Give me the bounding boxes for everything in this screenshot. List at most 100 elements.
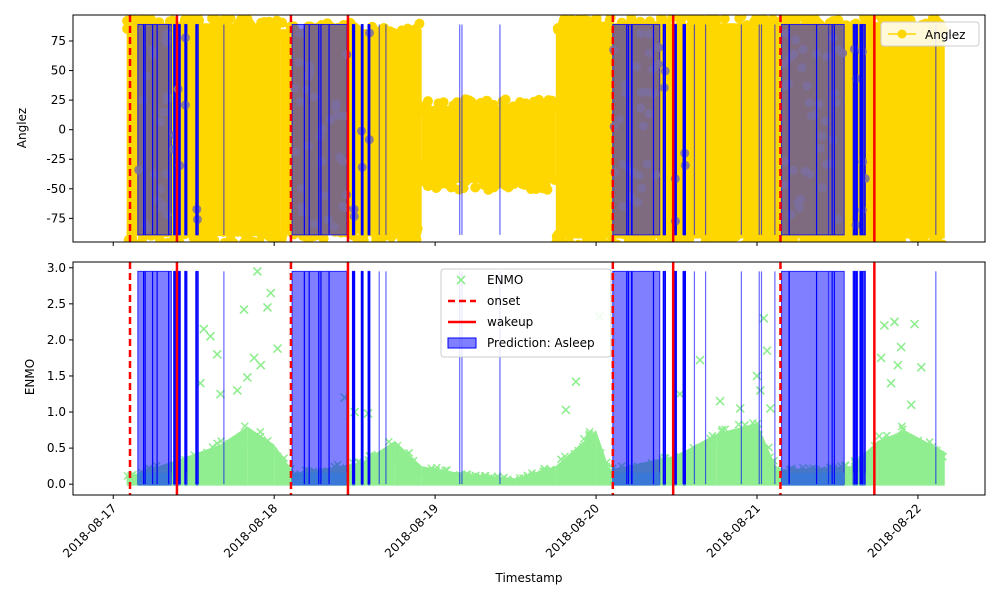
legend-label-onset: onset: [487, 294, 521, 308]
enmo-point: [224, 447, 233, 456]
enmo-point: [914, 438, 923, 447]
enmo-point: [717, 438, 726, 447]
enmo-point: [272, 343, 283, 354]
enmo-point: [554, 466, 563, 475]
anglez-point: [560, 15, 571, 26]
anglez-point: [927, 238, 937, 242]
anglez-point-asleep: [826, 158, 836, 168]
legend-marker-enmo: [456, 275, 466, 285]
anglez-point: [557, 238, 568, 242]
anglez-point: [932, 229, 943, 240]
anglez-point-asleep: [161, 35, 171, 45]
anglez-point-asleep: [648, 64, 658, 74]
enmo-point: [232, 385, 242, 395]
anglez-point: [461, 175, 472, 186]
enmo-point: [886, 378, 896, 388]
enmo-point: [897, 422, 906, 431]
anglez-point: [553, 24, 564, 35]
anglez-point-asleep: [632, 62, 642, 72]
anglez-point-asleep: [614, 115, 624, 125]
enmo-point: [755, 385, 765, 395]
enmo-point: [242, 372, 252, 382]
enmo-point: [243, 439, 252, 448]
anglez-point: [123, 234, 134, 242]
anglez-point: [734, 15, 745, 24]
enmo-point: [499, 473, 509, 482]
anglez-point: [201, 225, 212, 236]
enmo-point: [252, 443, 261, 452]
anglez-point-asleep: [817, 131, 827, 141]
anglez-point-asleep: [341, 190, 351, 200]
asleep-span: [137, 270, 172, 485]
enmo-point: [765, 453, 775, 462]
anglez-point: [574, 239, 583, 242]
enmo-point: [187, 458, 196, 468]
enmo-frame: [72, 261, 986, 496]
anglez-point-asleep: [339, 111, 349, 121]
y-tick-label-enmo: 2.5: [47, 297, 66, 311]
legend-label-enmo: ENMO: [487, 273, 523, 287]
anglez-point: [938, 239, 947, 242]
anglez-point: [470, 158, 481, 169]
anglez-point: [666, 236, 677, 242]
anglez-point-asleep: [290, 83, 300, 93]
enmo-point: [896, 342, 906, 352]
anglez-point-asleep: [820, 116, 830, 126]
enmo-point: [256, 427, 265, 436]
enmo-data-band: [877, 430, 905, 486]
legend-label-wakeup: wakeup: [487, 315, 533, 329]
enmo-point: [266, 288, 276, 298]
x-tick-label: 2018-08-20: [543, 501, 602, 560]
anglez-point-asleep: [636, 29, 646, 39]
anglez-point-asleep: [654, 42, 664, 52]
anglez-point: [493, 126, 504, 137]
enmo-point: [480, 473, 489, 482]
enmo-point: [925, 438, 934, 447]
enmo-point: [211, 450, 220, 459]
anglez-point: [530, 96, 541, 107]
anglez-plot-area: [122, 15, 949, 242]
anglez-point: [601, 239, 611, 242]
anglez-point: [676, 15, 687, 24]
x-axis-title: Timestamp: [495, 571, 563, 585]
anglez-point: [589, 227, 600, 238]
anglez-point: [881, 234, 892, 242]
anglez-point-asleep: [789, 49, 799, 59]
anglez-point-asleep: [822, 51, 832, 61]
enmo-point: [571, 377, 581, 387]
anglez-point-asleep: [642, 159, 652, 169]
anglez-point: [698, 17, 709, 28]
enmo-point: [539, 467, 548, 476]
anglez-point: [749, 16, 760, 27]
enmo-point: [910, 445, 919, 454]
y-tick-label-enmo: 0.0: [47, 477, 66, 491]
anglez-point-asleep: [644, 109, 654, 119]
enmo-point: [224, 439, 234, 448]
anglez-point: [658, 16, 669, 27]
anglez-point: [706, 15, 717, 23]
anglez-point: [254, 236, 265, 242]
enmo-point: [394, 450, 403, 459]
y-tick-label-enmo: 1.5: [47, 369, 66, 383]
enmo-data-band-asleep: [663, 472, 666, 486]
anglez-point-asleep: [831, 98, 841, 108]
enmo-point: [916, 362, 926, 372]
anglez-point: [918, 237, 929, 242]
y-tick-label-anglez: -50: [46, 182, 66, 196]
enmo-point: [532, 469, 541, 479]
enmo-point: [523, 471, 532, 480]
enmo-point: [213, 439, 222, 448]
anglez-point: [386, 231, 397, 242]
anglez-point: [847, 234, 858, 242]
anglez-point: [277, 229, 288, 240]
anglez-point: [225, 225, 236, 236]
enmo-point: [215, 389, 226, 399]
enmo-point: [240, 422, 249, 431]
anglez-point: [441, 105, 452, 116]
anglez-point: [526, 184, 537, 195]
anglez-point: [455, 164, 466, 175]
anglez-point-asleep: [149, 169, 159, 179]
y-axis-title-anglez: Anglez: [15, 108, 29, 148]
legend-anglez: Anglez: [880, 21, 980, 47]
anglez-point-asleep: [156, 117, 166, 127]
